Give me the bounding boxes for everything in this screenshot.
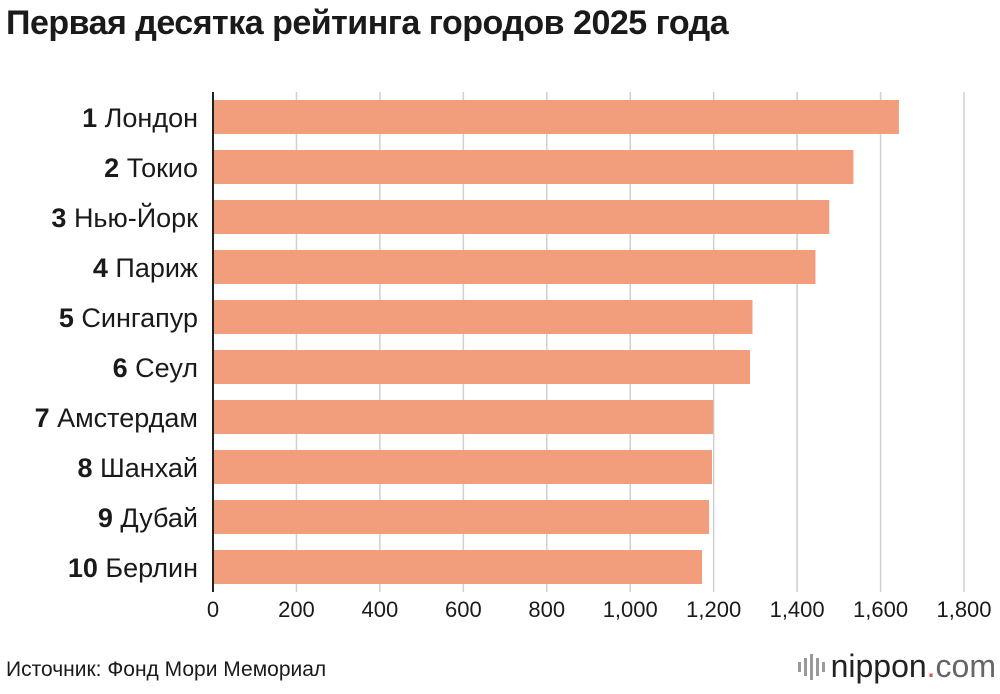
bar xyxy=(213,450,712,484)
x-tick-label: 0 xyxy=(207,597,219,622)
x-axis-ticks: 0 200 400 600 800 1,000 1,200 1,400 1,600 1,800 xyxy=(207,597,992,622)
brand-text: nippon.com xyxy=(830,648,996,684)
x-tick-label: 1,600 xyxy=(853,597,908,622)
x-tick-label: 1,200 xyxy=(686,597,741,622)
category-label: 2 Токио xyxy=(104,153,198,183)
category-label: 5 Сингапур xyxy=(59,303,198,333)
category-label: 7 Амстердам xyxy=(35,403,198,433)
brand-logo: nippon.com xyxy=(797,648,996,685)
bar xyxy=(213,300,753,334)
category-label: 10 Берлин xyxy=(68,553,198,583)
category-labels: 1 Лондон 2 Токио 3 Нью-Йорк 4 Париж 5 Сингап… xyxy=(35,103,199,583)
x-tick-label: 400 xyxy=(362,597,399,622)
x-tick-label: 200 xyxy=(278,597,315,622)
nippon-bars-icon xyxy=(797,652,825,682)
x-tick-label: 1,800 xyxy=(936,597,991,622)
bar xyxy=(213,100,899,134)
category-label: 8 Шанхай xyxy=(78,453,199,483)
x-tick-label: 600 xyxy=(445,597,482,622)
source-note: Источник: Фонд Мори Мемориал xyxy=(6,658,327,681)
x-tick-label: 1,400 xyxy=(770,597,825,622)
bar xyxy=(213,400,714,434)
bar xyxy=(213,550,702,584)
category-label: 3 Нью-Йорк xyxy=(51,202,198,233)
bar xyxy=(213,350,750,384)
x-tick-label: 1,000 xyxy=(603,597,658,622)
category-label: 1 Лондон xyxy=(82,103,198,133)
chart-title: Первая десятка рейтинга городов 2025 год… xyxy=(6,4,729,42)
category-label: 6 Сеул xyxy=(113,353,198,383)
x-tick-label: 800 xyxy=(528,597,565,622)
bar xyxy=(213,200,830,234)
category-label: 4 Париж xyxy=(93,253,198,283)
bar xyxy=(213,500,710,534)
bar xyxy=(213,150,854,184)
category-label: 9 Дубай xyxy=(98,503,198,533)
bar xyxy=(213,250,816,284)
bars xyxy=(213,100,899,584)
